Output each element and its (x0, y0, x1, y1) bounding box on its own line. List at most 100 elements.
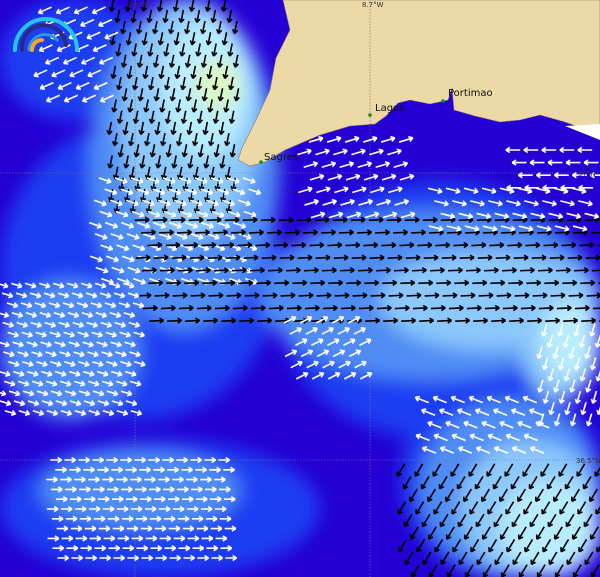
wind-arrow (333, 254, 349, 261)
wind-arrow (187, 535, 200, 542)
wind-arrow (125, 466, 137, 473)
wind-arrow (511, 513, 521, 528)
wind-arrow (311, 338, 324, 346)
wind-arrow (69, 69, 84, 78)
wind-arrow (8, 390, 21, 397)
wind-arrow (188, 216, 204, 223)
wind-arrow (210, 496, 222, 503)
wind-arrow (548, 212, 564, 220)
wind-arrow (142, 65, 149, 80)
wind-arrow (1, 292, 14, 299)
wind-arrow (437, 317, 453, 324)
wind-arrow (77, 331, 89, 338)
wind-arrow (55, 466, 67, 473)
wind-arrow (510, 408, 526, 417)
wind-arrow (523, 146, 539, 154)
no-data-area (565, 124, 600, 140)
wind-arrow (17, 351, 29, 358)
wind-arrow (546, 334, 554, 348)
wind-arrow (365, 317, 381, 324)
wind-arrow (195, 43, 202, 57)
wind-arrow (158, 505, 171, 513)
wind-arrow (219, 241, 235, 249)
wind-arrow (386, 216, 402, 223)
wind-arrow (563, 317, 579, 324)
wind-arrow (207, 99, 214, 113)
wind-arrow (566, 212, 582, 220)
wind-arrow (457, 446, 473, 454)
wind-arrow (69, 400, 82, 407)
wind-arrow (30, 321, 43, 328)
wind-arrow (283, 315, 297, 324)
wind-arrow (143, 99, 150, 113)
wind-arrow (123, 155, 130, 169)
wind-arrow (195, 210, 209, 218)
wind-arrow (409, 526, 419, 540)
wind-arrow (589, 172, 600, 179)
wind-arrow (517, 488, 526, 503)
wind-arrow (167, 466, 179, 473)
wind-arrow (99, 210, 113, 218)
wind-arrow (297, 254, 313, 261)
wind-arrow (592, 307, 600, 310)
wind-zone-peak (195, 60, 240, 110)
wind-arrow (41, 370, 53, 377)
wind-arrow (481, 187, 497, 194)
wind-arrow (357, 229, 372, 236)
wind-arrow (388, 292, 404, 299)
wind-arrow (13, 400, 26, 407)
wind-arrow (175, 99, 182, 113)
wind-arrow (65, 515, 78, 522)
wind-arrow (577, 501, 587, 515)
wind-arrow (212, 76, 219, 91)
wind-arrow (306, 360, 319, 369)
wind-arrow (178, 304, 194, 312)
wind-arrow (334, 186, 349, 194)
place-label-portimao[interactable]: Portimao (448, 88, 493, 99)
wind-arrow (114, 177, 128, 184)
wind-arrow (206, 545, 219, 552)
wind-arrow (507, 241, 523, 249)
wind-arrow (166, 279, 182, 286)
wind-arrow (338, 360, 351, 369)
wind-arrow (211, 43, 218, 57)
wind-arrow (322, 304, 338, 312)
wind-arrow (491, 317, 507, 324)
wind-arrow (64, 390, 77, 397)
wind-arrow (46, 476, 58, 483)
wind-arrow (239, 317, 255, 324)
wind-arrow (24, 282, 37, 289)
wind-arrow (442, 292, 458, 299)
wind-arrow (583, 159, 599, 166)
wind-arrow (460, 292, 476, 299)
wind-arrow (160, 304, 176, 312)
wind-arrow (67, 311, 80, 319)
wind-arrow (455, 317, 471, 324)
wind-arrow (145, 535, 158, 542)
wind-arrow (553, 488, 562, 503)
wind-arrow (345, 241, 361, 249)
wind-arrow (298, 292, 314, 299)
wind-arrow (569, 379, 576, 393)
wind-arrow (147, 43, 154, 57)
wind-arrow (218, 456, 231, 464)
wind-arrow (474, 408, 490, 417)
wind-arrow (285, 229, 300, 236)
wind-arrow (315, 254, 331, 261)
wind-arrow (499, 420, 514, 429)
place-label-lagos[interactable]: Lagos (375, 103, 404, 114)
wind-arrow (136, 545, 149, 552)
wind-arrow (180, 76, 187, 91)
wind-arrow (117, 144, 124, 158)
wind-arrow (190, 233, 204, 240)
wind-arrow (242, 177, 256, 184)
wind-arrow (422, 216, 438, 223)
wind-arrow (363, 173, 379, 181)
place-label-sagres[interactable]: Sagres (264, 152, 298, 163)
wind-arrow (211, 554, 224, 562)
wind-arrow (537, 267, 553, 274)
wind-arrow (60, 409, 73, 417)
wind-arrow (541, 357, 549, 371)
